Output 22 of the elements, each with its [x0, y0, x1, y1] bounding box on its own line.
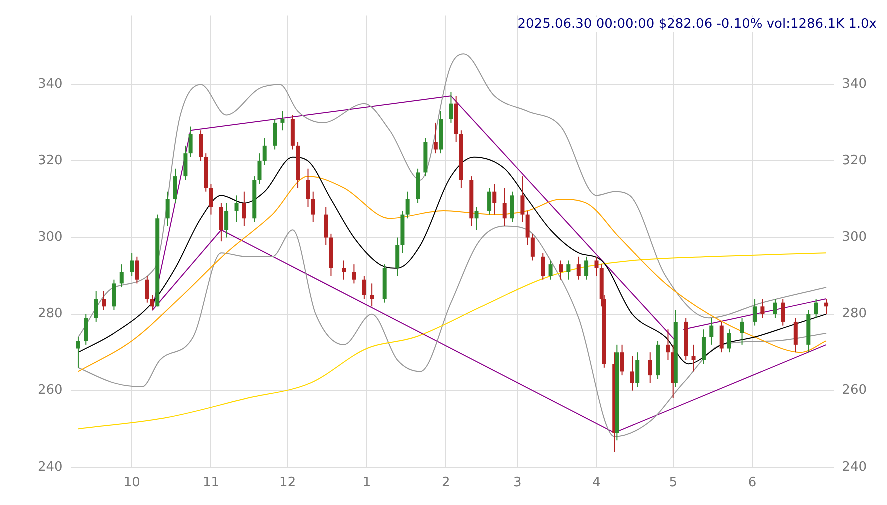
x-tick-label: 2 [442, 476, 450, 491]
x-tick-label: 11 [202, 476, 220, 491]
x-tick-label: 3 [513, 476, 522, 491]
x-tick-label: 12 [280, 476, 296, 491]
y2-tick-label: 240 [842, 460, 868, 475]
y-tick-label: 320 [38, 154, 63, 169]
y2-tick-label: 340 [842, 77, 868, 92]
y-tick-label: 340 [38, 77, 63, 92]
x-tick-label: 5 [669, 476, 678, 491]
y2-tick-label: 300 [842, 230, 868, 246]
x-tick-label: 4 [592, 476, 601, 491]
x-tick-label: 10 [124, 476, 140, 491]
y2-tick-label: 260 [842, 383, 868, 398]
y-tick-label: 280 [38, 306, 63, 322]
y-tick-label: 260 [38, 383, 63, 398]
y-tick-label: 300 [38, 230, 63, 246]
y-tick-label: 240 [38, 460, 63, 475]
x-tick-label: 1 [362, 476, 372, 491]
chart-title: 2025.06.30 00:00:00 $282.06 -0.10% vol:1286.1K 1.0x [518, 17, 877, 32]
y2-tick-label: 320 [842, 154, 868, 169]
x-tick-label: 6 [748, 476, 757, 491]
y2-tick-label: 280 [842, 306, 868, 322]
